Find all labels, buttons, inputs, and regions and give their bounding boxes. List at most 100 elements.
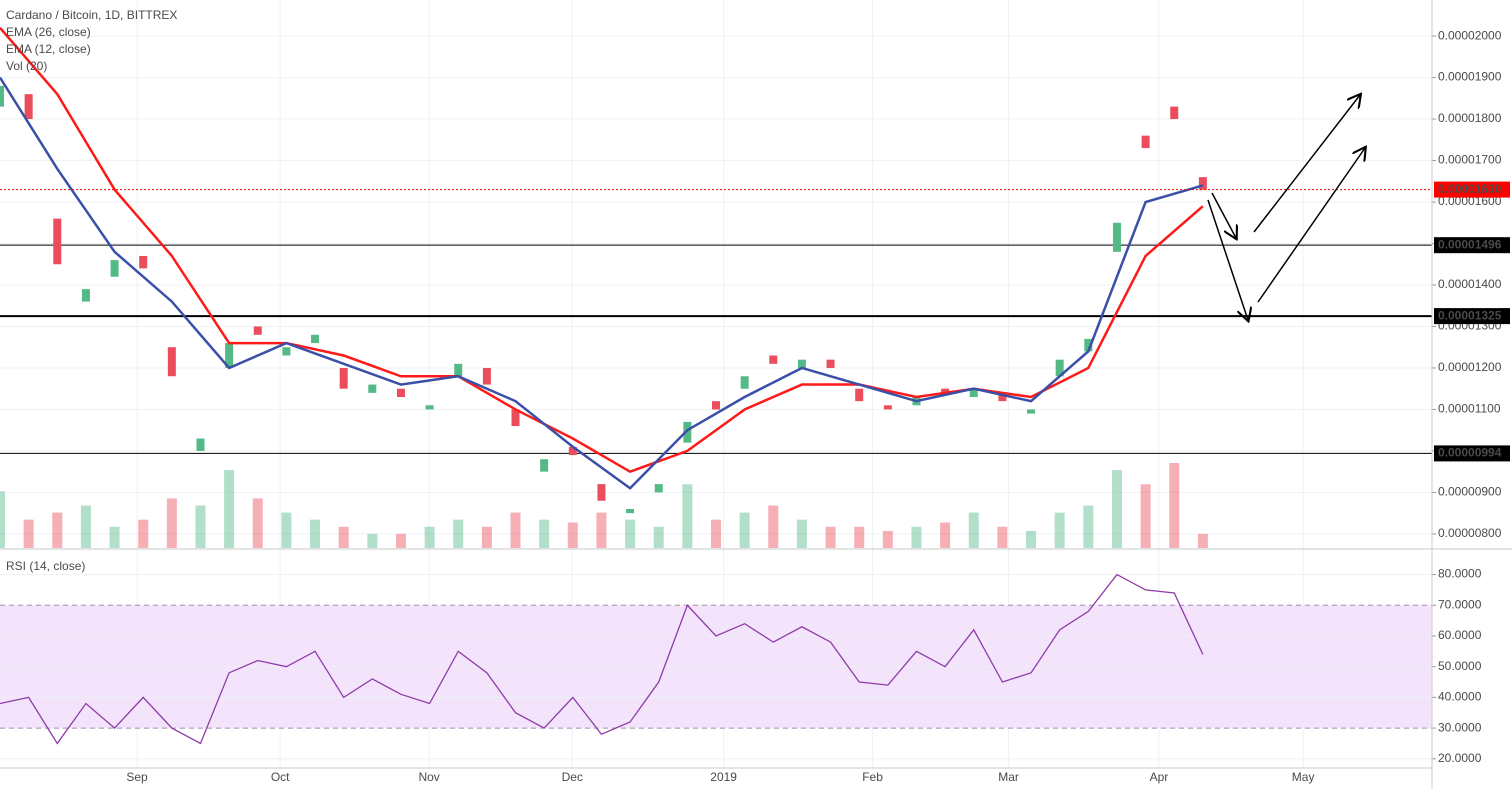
volume-bar [224,470,235,548]
level-tag [1434,445,1510,462]
legend-entry: EMA (26, close) [6,25,91,39]
volume-bar [854,526,865,548]
x-tick-label: Oct [271,770,290,784]
candle [941,388,950,393]
rsi-line [0,573,1204,745]
candle [1112,222,1121,252]
volume-bar [539,519,550,548]
volume-bar [653,526,664,548]
candle [282,347,291,356]
candle [826,359,835,368]
y-tick-label: 0.00002000 [1438,28,1502,42]
candle [339,367,348,389]
y-tick-label: 20.0000 [1438,751,1482,765]
candle [1170,106,1179,120]
volume-bar [281,512,292,548]
y-tick-label: 0.00001200 [1438,360,1502,374]
candle [81,289,90,302]
y-tick-label: 0.00000800 [1438,526,1502,540]
y-tick-label: 60.0000 [1438,628,1482,642]
candle [712,401,720,410]
candle [769,355,778,364]
volume-bar [625,519,636,548]
volume-bar [310,519,321,548]
volume-bar [1026,531,1037,548]
volume-bar [1054,512,1065,548]
volume-bar [166,498,177,548]
volume-bar [252,498,263,548]
y-tick-label: 0.00001900 [1438,70,1502,84]
candle [196,438,205,451]
candle [998,392,1007,402]
candle [311,334,320,344]
candle [0,85,4,107]
y-tick-label: 0.00001800 [1438,111,1502,125]
candle [1027,409,1036,414]
y-tick-label: 0.00001400 [1438,277,1502,291]
x-tick-label: Sep [126,770,148,784]
volume-bar [510,512,521,548]
level-label: 0.00001325 [1438,308,1502,322]
candle [568,446,577,456]
candle [969,388,978,397]
candle [396,388,405,397]
x-tick-label: 2019 [710,770,737,784]
level-tag [1434,237,1510,254]
last-price-label: 0.00001630 [1438,182,1502,196]
ema-line [0,26,1204,474]
volume-bar [968,512,979,548]
last-price-tag [1434,181,1510,198]
volume-bar [338,526,349,548]
candle [53,218,62,265]
volume-bar [109,526,120,548]
arrows [1207,95,1365,320]
candle [626,509,635,514]
volume-bar [1197,533,1208,548]
candle [511,409,520,427]
volume-bar [997,526,1008,548]
volume-bar [1169,463,1180,548]
level-label: 0.00001496 [1438,237,1502,251]
candle [425,405,434,410]
level-label: 0.00000994 [1438,446,1502,460]
arrow [1211,192,1236,238]
candle [797,359,806,368]
volume-bar [596,512,607,548]
volume-bar [911,526,922,548]
x-tick-label: May [1292,770,1315,784]
volume-bar [768,505,779,548]
x-tick-label: Dec [562,770,583,784]
volume-bar [711,519,721,548]
x-tick-label: Nov [418,770,439,784]
volume-bar [1083,505,1094,548]
volume-bar [0,491,5,548]
candle [368,384,377,393]
candle [1084,338,1093,352]
arrow [1207,199,1248,320]
volume-bar [424,526,435,548]
candle [654,484,663,493]
arrow [1253,95,1360,233]
candle [1141,135,1150,149]
y-tick-label: 0.00001700 [1438,153,1502,167]
y-tick-label: 80.0000 [1438,567,1482,581]
volume-bar [23,519,34,548]
volume-bar [453,519,464,548]
volume-bar [195,505,206,548]
candle [1055,359,1064,377]
volume-bar [940,522,951,548]
chart-title: Cardano / Bitcoin, 1D, BITTREX [6,8,177,22]
candle [24,94,33,120]
volume-bar [882,531,893,548]
candle [454,363,463,377]
y-tick-label: 0.00001600 [1438,194,1502,208]
candle [225,343,234,368]
ema-line [0,76,1204,490]
volume-bar [481,526,492,548]
volume-bar [80,505,91,548]
candle [740,376,749,389]
candle [883,405,892,410]
volume-bar [567,522,578,548]
